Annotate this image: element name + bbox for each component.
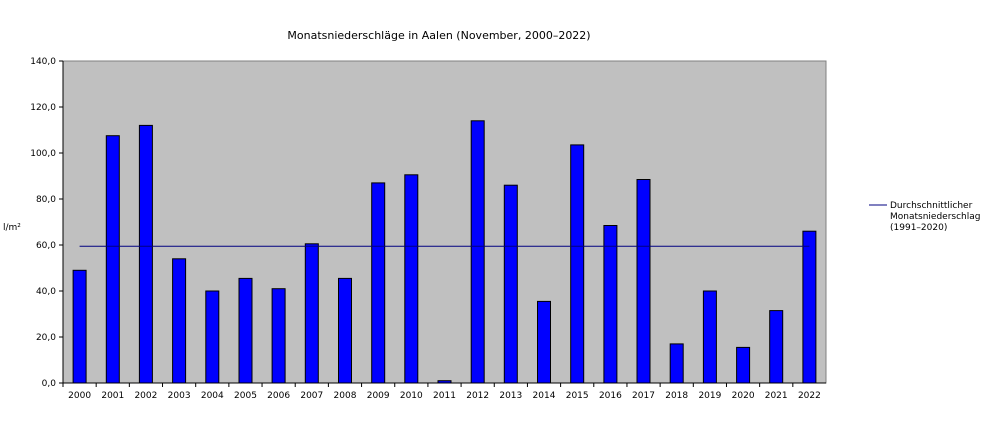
legend-text-line-1: Durchschnittlicher: [890, 201, 973, 211]
x-tick-label: 2015: [566, 391, 589, 401]
bar-2000: [72, 269, 87, 384]
bar-2021: [769, 310, 784, 384]
bar-2008: [338, 277, 352, 384]
y-tick-label: 40,0: [36, 287, 56, 297]
y-axis-label: l/m²: [3, 223, 21, 233]
x-tick-label: 2006: [267, 391, 290, 401]
x-tick-label: 2013: [499, 391, 522, 401]
x-tick-label: 2014: [533, 391, 556, 401]
y-tick-label: 120,0: [30, 103, 56, 113]
bar-2004: [205, 290, 220, 384]
plot-area: [62, 60, 827, 384]
x-tick-label: 2012: [466, 391, 489, 401]
x-tick-label: 2003: [168, 391, 191, 401]
bar-2007: [304, 243, 319, 384]
bar-2009: [371, 182, 386, 384]
bar-2003: [172, 258, 187, 384]
y-tick-label: 0,0: [42, 379, 57, 389]
y-tick-label: 20,0: [36, 333, 56, 343]
chart-title: Monatsniederschläge in Aalen (November, …: [287, 29, 590, 42]
legend-text-line-3: (1991–2020): [890, 223, 947, 233]
x-tick-label: 2011: [433, 391, 456, 401]
bar-2014: [537, 300, 551, 384]
x-tick-label: 2010: [400, 391, 423, 401]
bar-2016: [603, 225, 618, 384]
y-tick-label: 100,0: [30, 149, 56, 159]
bar-2010: [404, 174, 419, 384]
x-tick-label: 2019: [698, 391, 721, 401]
x-tick-label: 2005: [234, 391, 257, 401]
bar-2019: [702, 290, 717, 384]
x-tick-label: 2017: [632, 391, 655, 401]
bar-2015: [570, 144, 585, 384]
x-tick-label: 2009: [367, 391, 390, 401]
y-tick-label: 80,0: [36, 195, 56, 205]
x-tick-label: 2004: [201, 391, 224, 401]
x-tick-label: 2001: [101, 391, 124, 401]
bar-2022: [802, 230, 817, 384]
bar-2006: [271, 288, 286, 384]
x-tick-label: 2018: [665, 391, 688, 401]
x-tick-label: 2008: [334, 391, 357, 401]
bar-2005: [238, 277, 253, 384]
bar-2017: [636, 179, 651, 384]
x-tick-label: 2007: [300, 391, 323, 401]
x-tick-label: 2000: [68, 391, 91, 401]
y-tick-label: 60,0: [36, 241, 56, 251]
bar-2002: [138, 124, 153, 384]
bar-2020: [736, 346, 751, 384]
x-tick-label: 2002: [134, 391, 157, 401]
bar-2013: [503, 184, 518, 384]
bars-group: [72, 120, 817, 384]
y-ticks-group: 0,0 20,0 40,0 60,0 80,0 100,0 120,0 140,0: [30, 57, 63, 389]
x-tick-label: 2020: [732, 391, 755, 401]
bar-2001: [105, 135, 120, 384]
bar-2018: [669, 343, 684, 384]
x-tick-label: 2021: [765, 391, 788, 401]
bar-2012: [470, 120, 485, 384]
x-tick-label: 2022: [798, 391, 821, 401]
y-tick-label: 140,0: [30, 57, 56, 67]
legend-text-line-2: Monatsniederschlag: [890, 212, 980, 222]
x-ticks-group: 2000 2001 2002 2003 2004 2005 2006 2007 2008 2009…: [62, 383, 821, 401]
legend: Durchschnittlicher Monatsniederschlag (1…: [869, 201, 980, 233]
x-tick-label: 2016: [599, 391, 622, 401]
